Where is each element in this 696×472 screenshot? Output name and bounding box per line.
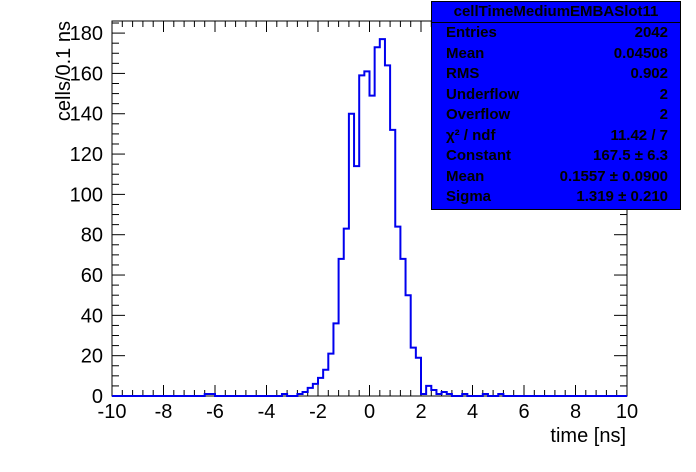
x-tick-label: -10 <box>98 401 127 423</box>
x-tick-label: -6 <box>206 401 224 423</box>
stats-value: 0.902 <box>630 65 668 82</box>
x-tick-label: 2 <box>415 401 426 423</box>
stats-value: 167.5 ± 6.3 <box>593 147 668 164</box>
x-tick-label: -2 <box>309 401 327 423</box>
x-tick-label: -4 <box>258 401 276 423</box>
stats-row-underflow: Underflow 2 <box>432 85 680 106</box>
y-axis-title: cells/0.1 ns <box>53 21 75 121</box>
stats-value: 0.1557 ± 0.0900 <box>559 167 668 185</box>
y-tick-label: 60 <box>81 265 103 287</box>
histogram-line <box>112 38 627 397</box>
stats-key: Mean <box>446 167 485 185</box>
stats-key: Underflow <box>446 85 520 103</box>
y-tick-labels: 0 20 40 60 80 100 120 140 160 180 <box>70 23 103 408</box>
stats-row-fit-mean: Mean 0.1557 ± 0.0900 <box>432 167 680 188</box>
stats-key: Sigma <box>446 188 492 205</box>
stats-row-overflow: Overflow 2 <box>432 105 680 126</box>
x-tick-label: 8 <box>570 401 581 423</box>
y-tick-label: 80 <box>81 225 103 247</box>
stats-title: cellTimeMediumEMBASlot11 <box>432 2 680 23</box>
stats-key: χ² / ndf <box>446 126 496 144</box>
x-tick-label: 0 <box>364 401 375 423</box>
y-tick-label: 40 <box>81 305 103 327</box>
stats-value: 2 <box>659 85 668 103</box>
y-tick-label: 20 <box>81 346 103 368</box>
stats-row-sigma: Sigma 1.319 ± 0.210 <box>432 187 680 208</box>
stats-value: 0.04508 <box>613 44 668 62</box>
stats-row-chi2: χ² / ndf 11.42 / 7 <box>432 126 680 147</box>
x-axis-title: time [ns] <box>550 425 626 447</box>
stats-value: 2 <box>659 106 668 123</box>
y-tick-label: 160 <box>70 63 103 85</box>
stats-row-mean: Mean 0.04508 <box>432 44 680 65</box>
x-tick-label: 6 <box>518 401 529 423</box>
stats-key: Mean <box>446 44 485 62</box>
stats-value: 11.42 / 7 <box>610 126 668 144</box>
stats-row-constant: Constant 167.5 ± 6.3 <box>432 146 680 167</box>
stats-row-entries: Entries 2042 <box>432 23 680 44</box>
x-tick-label: -8 <box>155 401 173 423</box>
stats-key: Constant <box>446 147 511 164</box>
stats-box: cellTimeMediumEMBASlot11 Entries 2042 Me… <box>431 1 681 210</box>
stats-row-rms: RMS 0.902 <box>432 64 680 85</box>
stats-key: Overflow <box>446 106 511 123</box>
stats-key: RMS <box>446 65 480 82</box>
stats-key: Entries <box>446 24 497 41</box>
x-tick-labels: -10 -8 -6 -4 -2 0 2 4 6 8 10 <box>98 401 639 423</box>
y-tick-label: 140 <box>70 104 103 126</box>
stats-value: 2042 <box>634 24 668 41</box>
x-tick-label: 10 <box>616 401 638 423</box>
y-tick-label: 0 <box>92 386 103 408</box>
y-tick-label: 180 <box>70 23 103 45</box>
y-tick-label: 120 <box>70 144 103 166</box>
x-tick-label: 4 <box>467 401 478 423</box>
y-tick-label: 100 <box>70 184 103 206</box>
stats-value: 1.319 ± 0.210 <box>576 188 668 205</box>
